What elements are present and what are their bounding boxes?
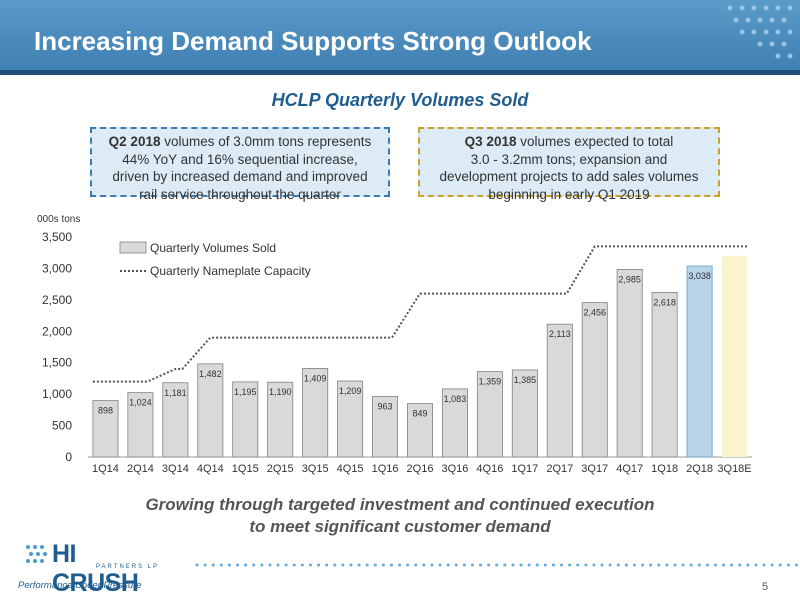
y-tick-label: 0 xyxy=(65,450,72,464)
bar-data-label: 1,385 xyxy=(514,375,537,385)
page-number: 5 xyxy=(762,581,769,593)
bar xyxy=(197,363,224,458)
x-tick-label: 4Q14 xyxy=(197,463,224,475)
callout-right-line3: development projects to add sales volume… xyxy=(439,169,699,184)
bar-data-label: 1,209 xyxy=(339,386,362,396)
bar xyxy=(511,369,538,458)
y-tick-label: 2,500 xyxy=(42,293,72,307)
closing-line-2: to meet significant customer demand xyxy=(249,517,551,536)
bar-data-label: 1,482 xyxy=(199,369,222,379)
header-bar: Increasing Demand Supports Strong Outloo… xyxy=(0,0,800,75)
y-tick-label: 1,500 xyxy=(42,356,72,370)
bar xyxy=(476,371,503,458)
x-tick-label: 1Q17 xyxy=(511,463,538,475)
x-tick-label: 1Q18 xyxy=(651,463,678,475)
x-tick-label: 2Q14 xyxy=(127,463,154,475)
bar xyxy=(441,388,468,458)
callout-right-bold: Q3 2018 xyxy=(464,134,517,149)
bar-data-label: 2,985 xyxy=(618,274,641,284)
x-tick-label: 2Q15 xyxy=(267,463,294,475)
x-tick-label: 3Q18E xyxy=(717,463,751,475)
x-tick-label: 4Q16 xyxy=(476,463,503,475)
bar-estimate xyxy=(721,255,748,457)
closing-statement: Growing through targeted investment and … xyxy=(0,494,800,538)
dot-pattern-decoration xyxy=(727,5,793,59)
bar-data-label: 1,195 xyxy=(234,387,257,397)
callout-right-line2: 3.0 - 3.2mm tons; expansion and xyxy=(470,151,668,167)
y-tick-label: 3,000 xyxy=(42,261,72,275)
bar xyxy=(302,368,329,458)
bar xyxy=(267,381,294,458)
x-tick-label: 1Q15 xyxy=(232,463,259,475)
x-tick-label: 4Q17 xyxy=(616,463,643,475)
y-axis-unit-label: 000s tons xyxy=(37,214,81,225)
bar-data-label: 2,618 xyxy=(653,297,676,307)
logo-subtitle: PARTNERS LP xyxy=(96,564,160,570)
bar xyxy=(651,292,678,458)
company-logo: HI CRUSH PARTNERS LP Performance Under P… xyxy=(18,540,168,597)
y-tick-label: 3,500 xyxy=(42,230,72,244)
x-tick-label: 2Q16 xyxy=(407,463,434,475)
callout-left-text1: volumes of 3.0mm tons represents xyxy=(160,134,372,149)
y-tick-label: 2,000 xyxy=(42,324,72,338)
callout-q3-2018: Q3 2018 volumes expected to total 3.0 - … xyxy=(418,127,720,202)
bar xyxy=(686,265,713,458)
callout-left-line4: rail service throughout the quarter xyxy=(139,186,341,202)
callout-left-bold: Q2 2018 xyxy=(108,134,161,149)
bar xyxy=(232,381,259,458)
bar xyxy=(162,382,189,458)
capacity-line xyxy=(92,245,748,383)
bar xyxy=(92,400,119,458)
bar-data-label: 1,190 xyxy=(269,387,292,397)
bar-data-label: 1,024 xyxy=(129,398,152,408)
bar xyxy=(581,302,608,458)
bar-data-label: 1,409 xyxy=(304,373,327,383)
callout-left-line2: 44% YoY and 16% sequential increase, xyxy=(122,151,358,167)
callout-q2-2018: Q2 2018 volumes of 3.0mm tons represents… xyxy=(90,127,390,202)
chart-title: HCLP Quarterly Volumes Sold xyxy=(271,90,529,110)
x-tick-label: 1Q16 xyxy=(372,463,399,475)
bar-data-label: 1,181 xyxy=(164,388,187,398)
x-tick-label: 3Q14 xyxy=(162,463,189,475)
x-tick-label: 3Q15 xyxy=(302,463,329,475)
bar-data-label: 2,456 xyxy=(583,308,606,318)
legend-swatch-volumes xyxy=(119,241,147,254)
callout-left-line3: driven by increased demand and improved xyxy=(112,169,368,184)
bar-data-label: 2,113 xyxy=(549,329,571,339)
bar-data-label: 898 xyxy=(98,406,113,416)
bar xyxy=(616,268,643,458)
bar-data-label: 849 xyxy=(412,409,427,419)
logo-tagline: Performance Under Pressure xyxy=(18,580,142,591)
bar-data-label: 1,083 xyxy=(444,394,467,404)
y-tick-label: 500 xyxy=(52,419,72,433)
bar-data-label: 1,359 xyxy=(479,377,502,387)
legend-label-capacity: Quarterly Nameplate Capacity xyxy=(150,264,311,278)
x-tick-label: 2Q17 xyxy=(546,463,573,475)
bar-data-label: 3,038 xyxy=(688,271,711,281)
y-tick-label: 1,000 xyxy=(42,387,72,401)
x-tick-label: 3Q16 xyxy=(441,463,468,475)
bar xyxy=(546,323,573,458)
bar-data-label: 963 xyxy=(378,401,393,411)
bar xyxy=(337,380,364,458)
logo-mark-icon xyxy=(26,545,47,563)
volumes-bar-chart: 0 500 1,000 1,500 2,000 2,500 3,000 3,500 898 1,0… xyxy=(42,230,752,475)
x-tick-label: 2Q18 xyxy=(686,463,713,475)
x-tick-label: 3Q17 xyxy=(581,463,608,475)
callout-right-line4: beginning in early Q1 2019 xyxy=(488,186,650,202)
dotted-divider xyxy=(195,563,800,567)
slide-title: Increasing Demand Supports Strong Outloo… xyxy=(34,26,592,56)
bar xyxy=(407,403,433,458)
x-tick-label: 1Q14 xyxy=(92,463,119,475)
logo-name: HI CRUSH xyxy=(52,540,139,597)
callout-right-text1: volumes expected to total xyxy=(516,134,674,149)
bar xyxy=(127,392,154,458)
bar xyxy=(372,396,399,458)
legend-label-volumes: Quarterly Volumes Sold xyxy=(150,241,276,255)
x-tick-label: 4Q15 xyxy=(337,463,364,475)
closing-line-1: Growing through targeted investment and … xyxy=(145,495,655,514)
